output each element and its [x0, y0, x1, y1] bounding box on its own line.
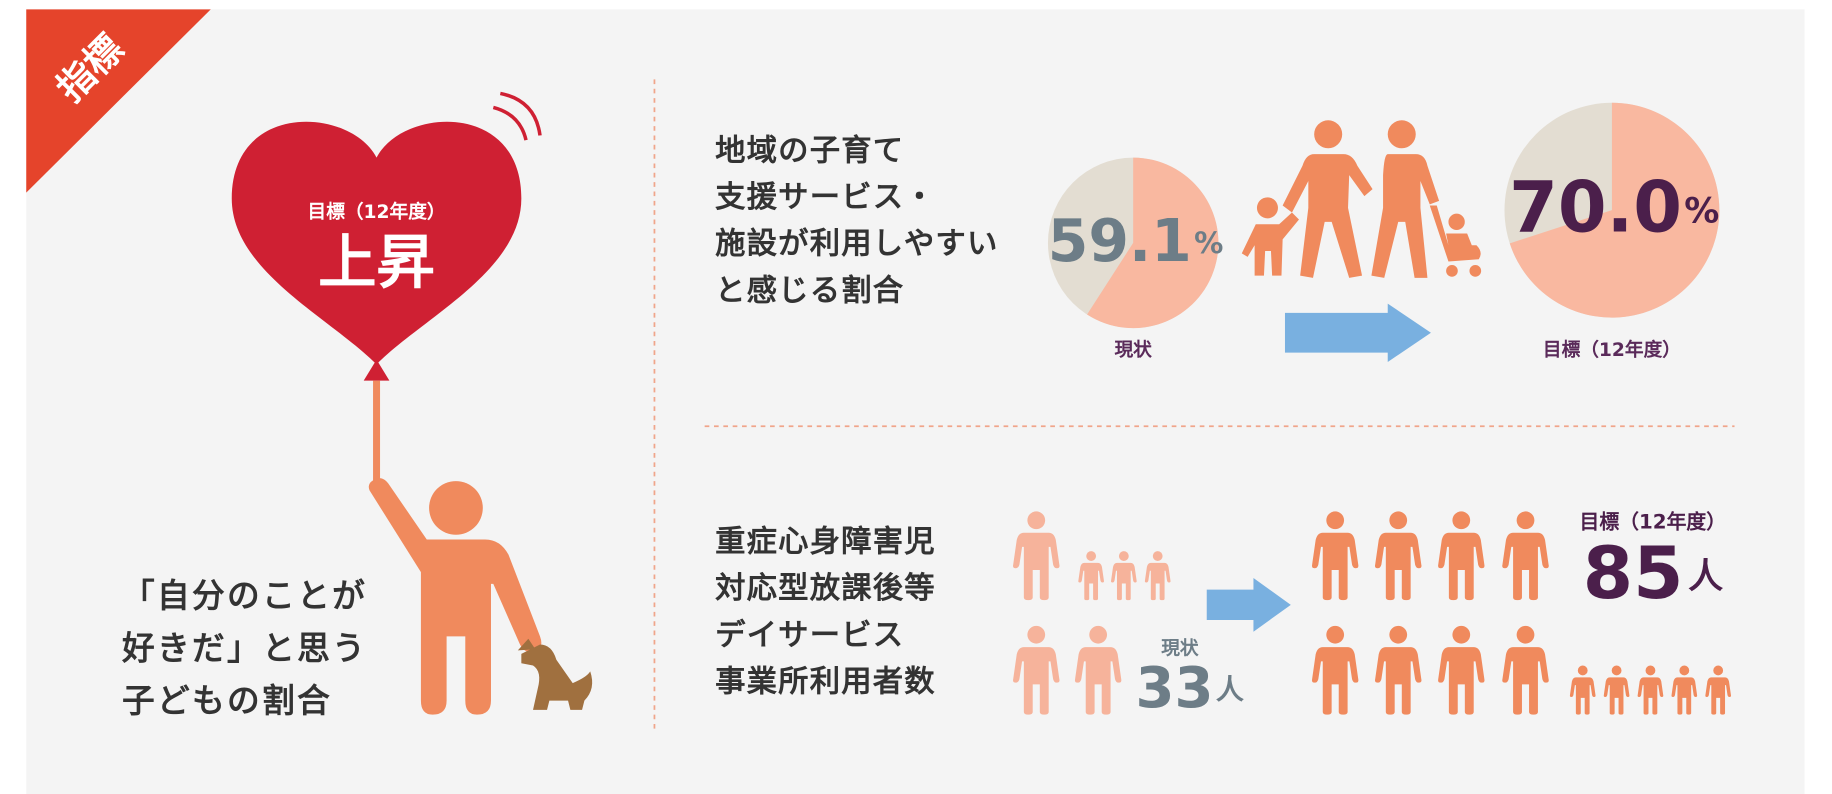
pie-label: 目標（12年度）: [1543, 339, 1681, 361]
pie-label: 現状: [1115, 339, 1153, 361]
page: 指標 目標（12年度） 上昇 「自分のことが 好きだ」と思う 子どもの割合 地域…: [0, 0, 1832, 794]
value: 33: [1136, 656, 1214, 721]
indicator-title: デイサービス: [715, 617, 904, 653]
person-head: [1027, 626, 1045, 644]
person-head: [1089, 626, 1107, 644]
value: 70.0: [1509, 167, 1682, 249]
caption-line: 「自分のことが: [122, 577, 367, 615]
person-head: [1517, 626, 1535, 644]
person-head: [1326, 511, 1344, 529]
indicator-title: 重症心身障害児: [715, 523, 936, 559]
person-head: [1578, 666, 1588, 676]
person-head: [1713, 666, 1723, 676]
person-head: [1119, 551, 1129, 561]
person-head: [1027, 511, 1045, 529]
unit: %: [1684, 191, 1719, 232]
person-head: [1389, 626, 1407, 644]
person-head: [1646, 666, 1656, 676]
heart-label: 目標（12年度）: [308, 201, 446, 223]
unit: 人: [1688, 556, 1723, 597]
caption-line: 好きだ」と思う: [121, 629, 367, 667]
person-head: [1389, 511, 1407, 529]
infographic: 指標 目標（12年度） 上昇 「自分のことが 好きだ」と思う 子どもの割合 地域…: [0, 0, 1832, 794]
indicator-title: 事業所利用者数: [715, 665, 936, 700]
caption-line: 子どもの割合: [122, 682, 332, 720]
indicator-title: 対応型放課後等: [715, 570, 936, 606]
person-head: [1612, 666, 1622, 676]
value: 59.1: [1048, 207, 1192, 275]
person-head: [1679, 666, 1689, 676]
person-head: [1326, 626, 1344, 644]
unit: %: [1194, 226, 1223, 260]
indicator-title: と感じる割合: [715, 272, 904, 308]
indicator-title: 施設が利用しやすい: [715, 226, 998, 262]
value: 85: [1583, 532, 1684, 616]
person-head: [1153, 551, 1163, 561]
person-head: [1517, 511, 1535, 529]
person-head: [1452, 511, 1470, 529]
heart-value: 上昇: [318, 228, 435, 296]
indicator-title: 地域の子育て: [715, 132, 904, 168]
indicator-title: 支援サービス・: [715, 180, 936, 215]
target-label: 目標（12年度）: [1580, 511, 1727, 534]
person-head: [1086, 551, 1096, 561]
unit: 人: [1216, 673, 1244, 706]
person-head: [1452, 626, 1470, 644]
